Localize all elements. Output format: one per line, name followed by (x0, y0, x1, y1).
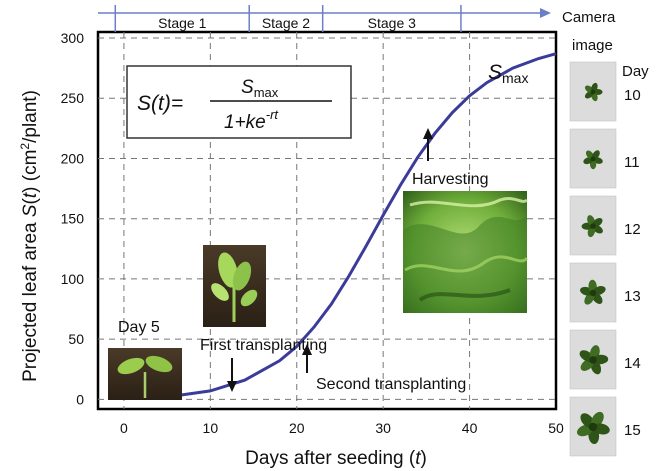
day-number: 10 (624, 87, 641, 104)
day-number: 12 (624, 221, 641, 238)
x-tick-label: 0 (120, 420, 128, 436)
y-tick-label: 100 (61, 271, 85, 287)
y-tick-label: 300 (61, 30, 85, 46)
plant-center (590, 89, 596, 95)
stage-label: Stage 2 (262, 15, 310, 31)
first-transplanting-arrow (227, 358, 237, 392)
plant-center (588, 422, 598, 432)
x-tick-label: 20 (289, 420, 305, 436)
stage-label: Stage 1 (158, 15, 206, 31)
plant-center (589, 289, 597, 297)
formula-numerator: Smax (241, 77, 279, 100)
first-transplanting-label: First transplanting (200, 337, 327, 354)
x-tick-label: 40 (462, 420, 478, 436)
harvesting-arrow (423, 128, 433, 161)
plant-leaf (592, 423, 610, 435)
smax-label: Smax (488, 61, 528, 86)
y-axis-label: Projected leaf area S(t) (cm2/plant) (18, 90, 41, 382)
x-tick-label: 30 (375, 420, 391, 436)
x-tick-label: 50 (548, 420, 564, 436)
day-number: 15 (624, 422, 641, 439)
formula-box: S(t)= Smax 1+ke-rt (126, 65, 352, 139)
x-axis-label: Days after seeding (t) (245, 448, 427, 469)
plant-leaf (592, 354, 609, 365)
y-tick-label: 150 (61, 211, 85, 227)
y-tick-label: 0 (76, 391, 84, 407)
stage-label: Stage 3 (368, 15, 416, 31)
day5-photo (108, 348, 182, 400)
day5-label: Day 5 (118, 319, 160, 336)
second-transplanting-label: Second transplanting (316, 376, 466, 393)
stage-arrow-head (540, 8, 551, 18)
camera-title-line2: image (572, 37, 613, 54)
y-tick-label: 250 (61, 90, 85, 106)
lettuce-photo (403, 191, 529, 313)
camera-title-line1: Camera (562, 9, 616, 26)
formula-lhs: S(t)= (137, 92, 183, 115)
y-tick-label: 200 (61, 150, 85, 166)
plant-center (590, 223, 596, 229)
x-tick-label: 10 (203, 420, 219, 436)
growth-curve (123, 52, 557, 400)
second-transplanting-arrow (302, 344, 312, 373)
plant-center (590, 156, 596, 162)
harvesting-label: Harvesting (412, 171, 488, 188)
y-tick-label: 50 (68, 331, 84, 347)
seedling-photo (203, 245, 266, 327)
day-number: 11 (624, 154, 640, 171)
stage-bar: Stage 1 Stage 2 Stage 3 (98, 5, 551, 32)
day-header: Day (622, 63, 649, 80)
day-number: 13 (624, 288, 641, 305)
tick-labels: 0 10 20 30 40 50 0 50 100 150 200 250 300 (61, 30, 564, 436)
formula-denominator: 1+ke-rt (224, 107, 279, 133)
day-number: 14 (624, 355, 641, 372)
plant-center (589, 356, 597, 364)
camera-images: 10 11 12 13 14 15 (569, 61, 641, 457)
